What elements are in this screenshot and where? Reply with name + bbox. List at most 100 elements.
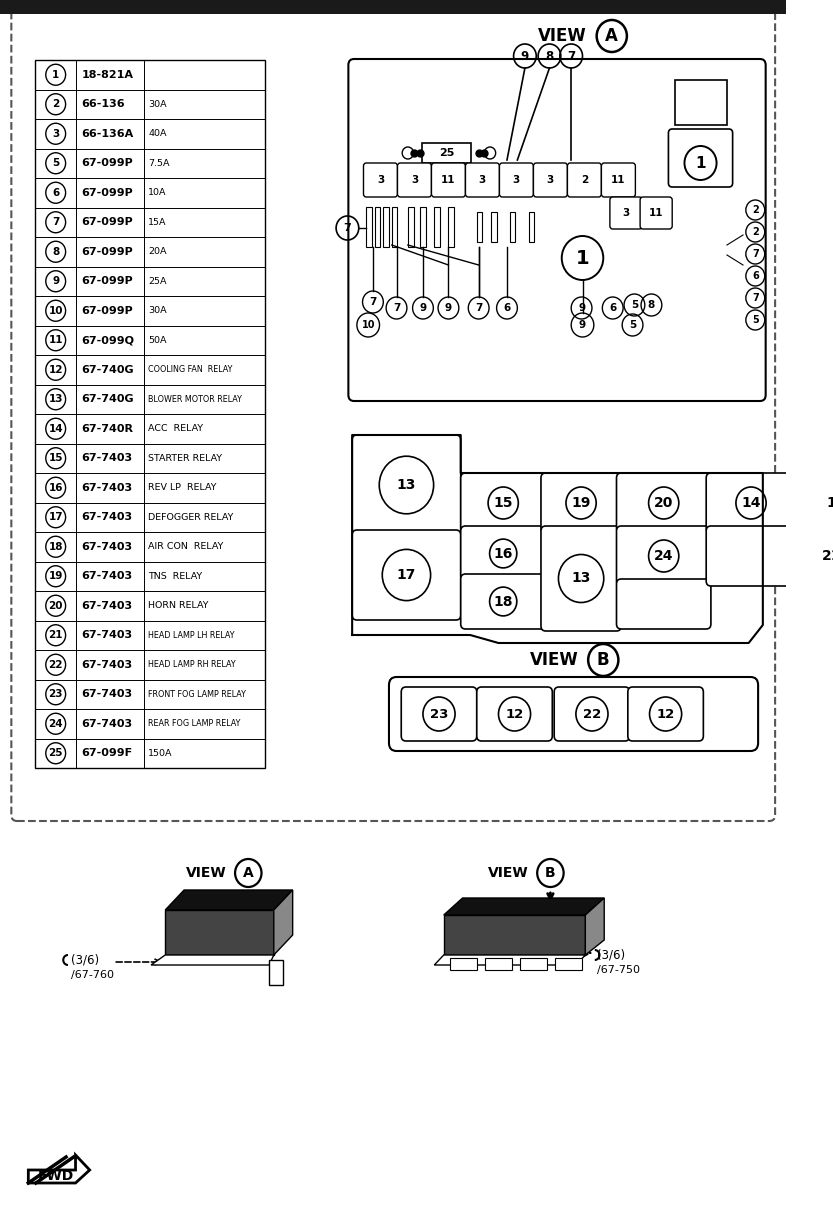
- Text: 22: 22: [583, 708, 601, 720]
- Text: 2: 2: [52, 100, 59, 109]
- Bar: [476, 212, 482, 242]
- Text: 3: 3: [411, 175, 418, 185]
- Text: 67-099P: 67-099P: [81, 217, 133, 227]
- Text: 3: 3: [513, 175, 520, 185]
- Text: 6: 6: [752, 271, 759, 280]
- Text: 19: 19: [571, 497, 591, 510]
- Bar: [448, 208, 454, 246]
- Text: 9: 9: [419, 304, 426, 313]
- FancyBboxPatch shape: [533, 163, 567, 197]
- Text: FRONT FOG LAMP RELAY: FRONT FOG LAMP RELAY: [148, 690, 246, 699]
- Text: 5: 5: [52, 158, 59, 169]
- FancyBboxPatch shape: [363, 163, 397, 197]
- Bar: [529, 212, 534, 242]
- Text: 67-740G: 67-740G: [81, 364, 134, 375]
- FancyBboxPatch shape: [461, 526, 546, 582]
- FancyBboxPatch shape: [352, 435, 461, 535]
- Text: 12: 12: [656, 708, 675, 720]
- Bar: [555, 958, 581, 970]
- Text: 6: 6: [52, 188, 59, 198]
- Text: 3: 3: [479, 175, 486, 185]
- Text: 2: 2: [752, 205, 759, 215]
- Text: 67-7403: 67-7403: [81, 572, 132, 582]
- Text: REAR FOG LAMP RELAY: REAR FOG LAMP RELAY: [148, 719, 241, 728]
- Bar: [0, 0, 786, 15]
- FancyBboxPatch shape: [431, 163, 466, 197]
- FancyBboxPatch shape: [500, 163, 533, 197]
- Text: 3: 3: [546, 175, 554, 185]
- FancyBboxPatch shape: [352, 531, 461, 620]
- Text: 7: 7: [475, 304, 482, 313]
- Text: HEAD LAMP RH RELAY: HEAD LAMP RH RELAY: [148, 660, 236, 669]
- Bar: [35, 59, 265, 768]
- Text: 67-740G: 67-740G: [81, 395, 134, 404]
- Bar: [422, 143, 471, 163]
- Text: 67-099P: 67-099P: [81, 158, 133, 169]
- Text: 25A: 25A: [148, 277, 167, 285]
- Text: B: B: [597, 651, 610, 669]
- Text: 25: 25: [48, 748, 63, 759]
- Text: 7: 7: [752, 293, 759, 304]
- FancyBboxPatch shape: [389, 677, 758, 751]
- Polygon shape: [586, 898, 604, 955]
- Text: 66-136: 66-136: [81, 100, 125, 109]
- Polygon shape: [28, 1155, 90, 1182]
- Text: BLOWER MOTOR RELAY: BLOWER MOTOR RELAY: [148, 395, 242, 404]
- Text: 11: 11: [441, 175, 456, 185]
- Text: 18-821A: 18-821A: [81, 69, 133, 80]
- Text: 67-099P: 67-099P: [81, 277, 133, 287]
- Text: 67-099F: 67-099F: [81, 748, 132, 759]
- FancyBboxPatch shape: [706, 526, 796, 586]
- FancyBboxPatch shape: [461, 473, 546, 533]
- Polygon shape: [151, 955, 274, 965]
- Text: 13: 13: [397, 478, 416, 492]
- FancyBboxPatch shape: [610, 197, 642, 229]
- Text: 10: 10: [362, 320, 375, 330]
- Text: HORN RELAY: HORN RELAY: [148, 601, 209, 611]
- Text: 5: 5: [752, 314, 759, 325]
- FancyBboxPatch shape: [461, 574, 546, 629]
- Polygon shape: [269, 960, 283, 985]
- Text: 21: 21: [821, 549, 833, 563]
- Text: 3: 3: [52, 129, 59, 138]
- Text: 8: 8: [52, 246, 59, 256]
- Text: DEFOGGER RELAY: DEFOGGER RELAY: [148, 512, 233, 522]
- Text: 67-7403: 67-7403: [81, 630, 132, 640]
- FancyBboxPatch shape: [397, 163, 431, 197]
- Text: 67-099P: 67-099P: [81, 188, 133, 198]
- Text: 13: 13: [571, 572, 591, 585]
- FancyBboxPatch shape: [640, 197, 672, 229]
- Bar: [408, 208, 413, 246]
- Text: 12: 12: [48, 364, 63, 375]
- Text: 15: 15: [493, 497, 513, 510]
- Text: 24: 24: [48, 719, 63, 728]
- Text: 9: 9: [521, 50, 529, 62]
- Text: 2: 2: [581, 175, 588, 185]
- Polygon shape: [444, 915, 586, 955]
- Text: 67-740R: 67-740R: [81, 424, 133, 433]
- Text: 10: 10: [48, 306, 63, 316]
- Text: REV LP  RELAY: REV LP RELAY: [148, 483, 217, 492]
- Bar: [675, 80, 727, 125]
- Text: /67-750: /67-750: [596, 965, 640, 975]
- Text: 9: 9: [52, 277, 59, 287]
- Text: 8: 8: [546, 50, 554, 62]
- Text: 9: 9: [579, 320, 586, 330]
- Text: 30A: 30A: [148, 100, 167, 109]
- Text: AIR CON  RELAY: AIR CON RELAY: [148, 543, 223, 551]
- Text: 9: 9: [578, 304, 585, 313]
- Text: 7: 7: [52, 217, 59, 227]
- Text: 6: 6: [609, 304, 616, 313]
- Text: 3: 3: [622, 208, 630, 219]
- FancyBboxPatch shape: [12, 8, 776, 821]
- FancyBboxPatch shape: [616, 579, 711, 629]
- Bar: [510, 212, 516, 242]
- Text: 15A: 15A: [148, 217, 167, 227]
- Bar: [486, 958, 511, 970]
- Text: 30A: 30A: [148, 306, 167, 316]
- Text: VIEW: VIEW: [186, 866, 226, 880]
- Text: 67-7403: 67-7403: [81, 719, 132, 728]
- Bar: [420, 208, 426, 246]
- Text: 10A: 10A: [148, 188, 167, 197]
- Text: 11: 11: [48, 335, 63, 345]
